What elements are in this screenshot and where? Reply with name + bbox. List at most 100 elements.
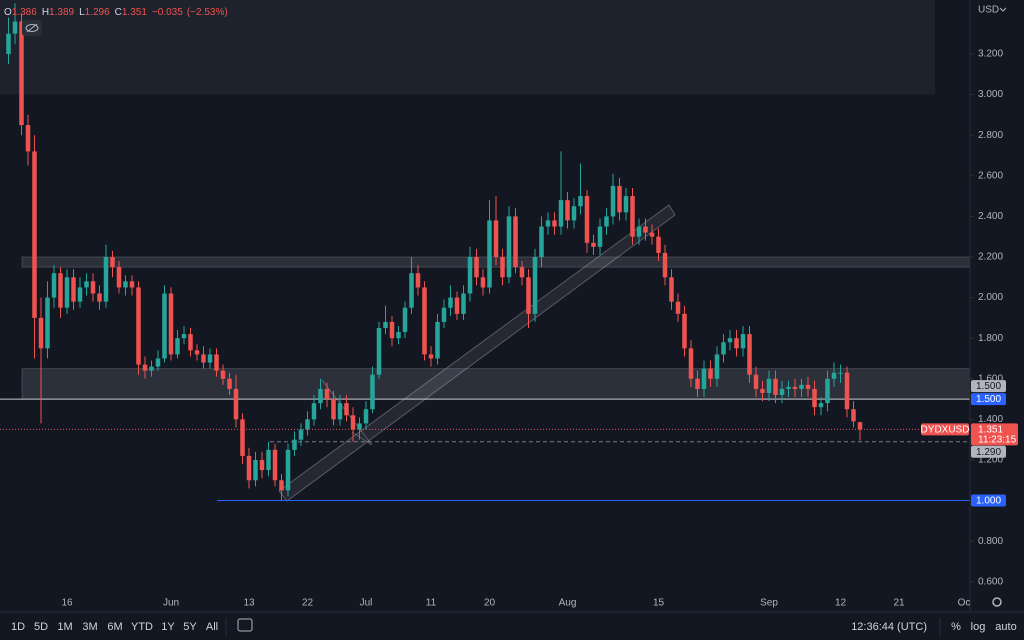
candle-body: [389, 321, 395, 339]
price-label: 1.290: [976, 447, 1001, 458]
candle-body: [214, 354, 219, 371]
x-tick-label: Jul: [360, 598, 373, 609]
range-button[interactable]: 1Y: [161, 621, 175, 633]
candle-body: [298, 429, 304, 440]
candle-body: [636, 226, 642, 237]
candle-body: [708, 368, 713, 379]
candle-body: [454, 297, 460, 314]
candle-body: [272, 449, 278, 481]
price-label: 1.500: [976, 394, 1001, 405]
candle-body: [142, 364, 148, 371]
candle-body: [545, 220, 551, 227]
ohlc-value: 1.296: [85, 7, 110, 18]
price-label: 1.000: [976, 496, 1001, 507]
candle-body: [136, 287, 141, 365]
range-button[interactable]: 1M: [57, 621, 72, 633]
x-tick-label: Sep: [760, 598, 778, 609]
log-toggle[interactable]: log: [971, 621, 986, 633]
range-button[interactable]: 1D: [11, 621, 25, 633]
candle-body: [383, 321, 388, 329]
candle-body: [337, 403, 343, 420]
candle-body: [344, 403, 349, 416]
eye-slash: [26, 23, 38, 33]
candle-body: [539, 226, 544, 257]
y-tick-label: 1.400: [978, 414, 1003, 425]
candle-body: [370, 374, 375, 410]
candle-body: [19, 21, 24, 126]
candle-body: [6, 33, 11, 54]
candle-body: [630, 196, 635, 237]
candle-body: [25, 125, 31, 152]
candle-body: [259, 459, 265, 471]
candle-body: [773, 378, 778, 396]
candle-body: [760, 388, 765, 393]
candle-body: [753, 374, 759, 389]
candle-body: [376, 328, 382, 375]
auto-toggle[interactable]: auto: [995, 621, 1016, 633]
x-tick-label: Oc: [958, 598, 971, 609]
candle-body: [45, 297, 50, 349]
clock[interactable]: 12:36:44 (UTC): [851, 621, 927, 633]
candle-body: [786, 386, 791, 389]
toolbar: 1D 5D 1M 3M 6M YTD 1Y 5Y All 12:36:44 (UTC)% log au…: [11, 618, 1017, 636]
y-tick-label: 2.200: [978, 252, 1003, 263]
triangle: [321, 379, 373, 446]
candle-body: [805, 384, 811, 389]
candle-body: [97, 293, 102, 302]
y-tick-label: 1.600: [978, 373, 1003, 384]
candle-body: [734, 338, 739, 349]
range-button[interactable]: All: [206, 621, 218, 633]
candle-body: [844, 372, 850, 410]
range-button[interactable]: 5D: [34, 621, 48, 633]
candle-body: [357, 423, 362, 430]
candle-body: [506, 216, 512, 278]
x-tick-label: Jun: [163, 598, 179, 609]
calendar-icon[interactable]: [237, 618, 253, 632]
range-button[interactable]: 6M: [107, 621, 122, 633]
ohlc-key: H: [42, 7, 49, 18]
candle-body: [617, 185, 622, 213]
candle-body: [857, 422, 863, 430]
ohlc-value: 1.389: [49, 7, 74, 18]
candle-body: [318, 388, 323, 404]
candle-body: [311, 403, 317, 420]
x-tick-label: 15: [653, 598, 665, 609]
settings-icon[interactable]: [992, 597, 1002, 607]
candle-body: [623, 196, 629, 213]
candle-body: [292, 439, 297, 450]
candle-body: [84, 281, 89, 288]
range-button[interactable]: 3M: [82, 621, 97, 633]
candle-body: [396, 332, 401, 339]
currency[interactable]: USD: [978, 5, 999, 16]
candle-body: [597, 226, 603, 247]
range-button[interactable]: 5Y: [183, 621, 197, 633]
candle-body: [838, 372, 843, 374]
candle-body: [324, 388, 330, 400]
x-tick-label: 11: [426, 598, 437, 609]
candle-body: [461, 293, 466, 314]
ohlc-legend: O1.386 H1.389 L1.296 C1.351 −0.035 (−2.53%): [4, 7, 228, 18]
candle-body: [688, 348, 694, 379]
candle-body: [51, 273, 57, 298]
y-tick-label: 2.800: [978, 130, 1003, 141]
y-tick-label: 1.200: [978, 455, 1003, 466]
ohlc-key: C: [115, 7, 122, 18]
candle-body: [487, 220, 492, 288]
range-button[interactable]: YTD: [131, 621, 153, 633]
candle-body: [175, 338, 180, 355]
candle-body: [766, 378, 772, 393]
percent-toggle[interactable]: %: [951, 621, 961, 633]
candle-body: [831, 372, 837, 379]
symbol-box: [921, 423, 969, 436]
candle-body: [149, 366, 154, 371]
candle-body: [721, 342, 726, 355]
candle-body: [207, 354, 213, 363]
x-tick-label: 13: [243, 598, 255, 609]
candle-body: [669, 277, 674, 302]
candle-body: [558, 200, 564, 227]
change-pct: (−2.53%): [187, 7, 228, 18]
candle-body: [194, 350, 200, 355]
candle-body: [64, 277, 70, 308]
ohlc-value: 1.386: [12, 7, 37, 18]
visibility-icon[interactable]: [22, 20, 42, 36]
